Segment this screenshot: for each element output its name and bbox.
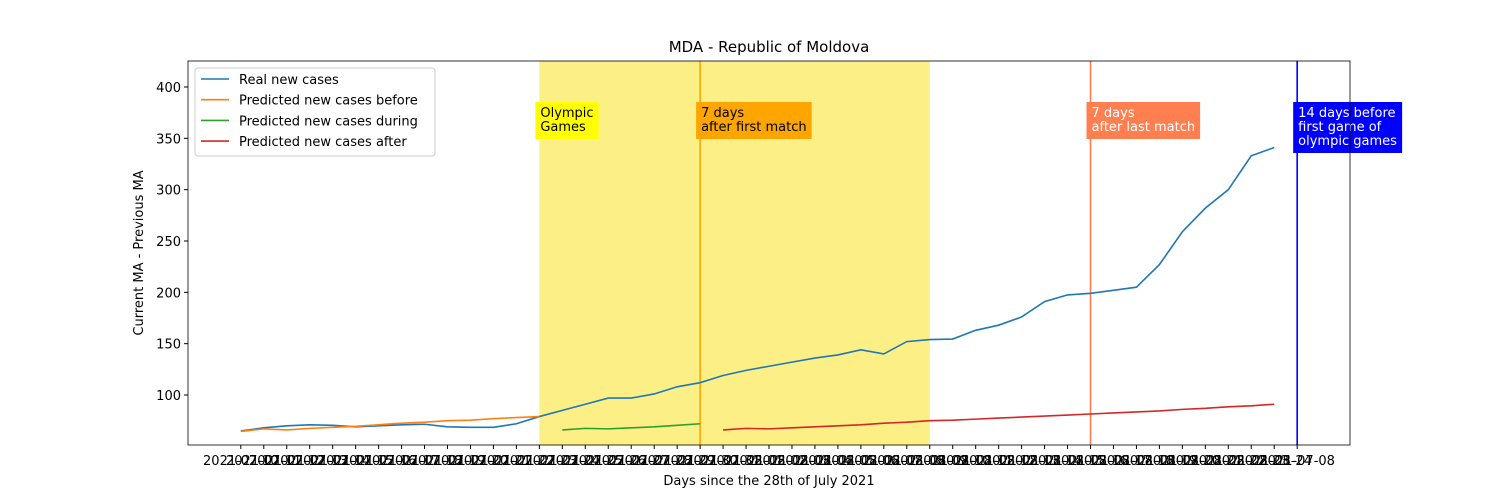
x-tick-label: 2021-08-18 — [1099, 454, 1175, 469]
chart-title: MDA - Republic of Moldova — [669, 38, 870, 56]
x-tick-label: 2021-08-15 — [1030, 454, 1106, 469]
x-tick-label: 2021-07-31 — [685, 454, 761, 469]
x-tick-label: 2021-07-26 — [570, 454, 646, 469]
annotation-line: after last match — [1092, 120, 1196, 135]
y-tick-label: 150 — [156, 338, 181, 353]
x-tick-label: 2021-07-15 — [318, 454, 394, 469]
annotation-line: 7 days — [701, 106, 744, 121]
x-tick-label: 2021-07-16 — [341, 454, 417, 469]
x-tick-label: 2021-08-08 — [869, 454, 945, 469]
annotation: 7 days after first match — [696, 102, 812, 139]
annotation-box — [1086, 102, 1201, 139]
x-tick-label: 2021-07-22 — [479, 454, 555, 469]
x-tick-label: 2021-07-12 — [249, 454, 325, 469]
y-axis-label: Current MA - Previous MA — [132, 170, 147, 335]
x-tick-label: 2021-08-16 — [1053, 454, 1129, 469]
x-tick-label: 2021-08-13 — [984, 454, 1060, 469]
annotation-line: after first match — [701, 120, 807, 135]
y-tick-label: 400 — [156, 81, 181, 96]
x-tick-label: 2021-07-10 — [203, 454, 279, 469]
x-tick-label: 2021-07-29 — [639, 454, 715, 469]
x-tick-label: 2021-07-18 — [387, 454, 463, 469]
legend-label: Predicted new cases during — [239, 114, 418, 129]
legend-label: Predicted new cases after — [239, 135, 407, 150]
x-tick-label: 2021-07-08 — [1259, 454, 1335, 469]
x-tick-label: 2021-08-05 — [800, 454, 876, 469]
annotation-box — [696, 102, 812, 139]
y-tick-label: 250 — [156, 235, 181, 250]
x-tick-label: 2021-08-06 — [823, 454, 899, 469]
annotation: 7 days after last match — [1086, 102, 1201, 139]
x-tick-label: 2021-08-03 — [754, 454, 830, 469]
x-axis-label: Days since the 28th of July 2021 — [663, 474, 874, 489]
x-tick-label: 2021-07-20 — [433, 454, 509, 469]
x-tick-label: 2021-07-23 — [502, 454, 578, 469]
x-tick-label: 2021-07-25 — [548, 454, 624, 469]
x-tick-label: 2021-08-20 — [1145, 454, 1221, 469]
x-tick-label: 2021-08-23 — [1213, 454, 1289, 469]
x-tick-label: 2021-08-10 — [915, 454, 991, 469]
y-tick-label: 300 — [156, 184, 181, 199]
x-tick-label: 2021-08-17 — [1076, 454, 1152, 469]
annotation-line: Olympic — [540, 106, 593, 121]
series-line — [723, 403, 1275, 431]
x-tick-label: 2021-07-14 — [295, 454, 371, 469]
legend-box — [194, 67, 436, 157]
x-tick-label: 2021-08-12 — [961, 454, 1037, 469]
annotation: Olympic Games — [535, 102, 599, 139]
annotation-text: 7 days after first match — [701, 106, 807, 135]
y-tick-label: 200 — [156, 286, 181, 301]
annotation-text: 7 days after last match — [1092, 106, 1196, 135]
x-tick-label: 2021-08-04 — [777, 454, 853, 469]
annotation: 14 days before first game of olympic games — [1293, 102, 1403, 153]
x-tick-label: 2021-07-24 — [525, 454, 601, 469]
x-tick-label: 2021-07-19 — [410, 454, 486, 469]
x-tick-label: 2021-07-28 — [616, 454, 692, 469]
annotation-line: 14 days before — [1298, 106, 1395, 121]
y-tick-label: 350 — [156, 132, 181, 147]
x-tick-label: 2021-08-01 — [708, 454, 784, 469]
series-line — [562, 422, 701, 431]
series-line — [240, 146, 1275, 432]
annotation-line: first game of — [1298, 120, 1382, 135]
annotation-line: Games — [540, 120, 586, 135]
x-tick-label: 2021-07-13 — [272, 454, 348, 469]
x-tick-label: 2021-08-14 — [1007, 454, 1083, 469]
x-tick-label: 2021-07-17 — [364, 454, 440, 469]
annotation-line: 7 days — [1092, 106, 1135, 121]
annotation-box — [1293, 102, 1403, 153]
x-tick-label: 2021-08-21 — [1168, 454, 1244, 469]
x-tick-label: 2021-07-11 — [226, 454, 302, 469]
annotation-text: 14 days before first game of olympic games — [1298, 106, 1397, 149]
x-tick-label: 2021-08-22 — [1191, 454, 1267, 469]
x-tick-label: 2021-07-21 — [456, 454, 532, 469]
x-tick-label: 2021-08-09 — [892, 454, 968, 469]
x-tick-label: 2021-08-11 — [938, 454, 1014, 469]
x-tick-label: 2021-07-30 — [662, 454, 738, 469]
annotation-text: Olympic Games — [540, 106, 593, 135]
legend-label: Predicted new cases before — [239, 94, 418, 109]
x-tick-label: 2021-08-24 — [1236, 454, 1312, 469]
x-tick-label: 2021-07-27 — [593, 454, 669, 469]
x-tick-label: 2021-08-02 — [731, 454, 807, 469]
x-tick-label: 2021-08-07 — [846, 454, 922, 469]
annotation-box — [535, 102, 599, 139]
annotation-line: olympic games — [1298, 134, 1397, 149]
x-tick-label: 2021-08-19 — [1122, 454, 1198, 469]
y-tick-label: 100 — [156, 389, 181, 404]
series-line — [240, 415, 540, 433]
legend-label: Real new cases — [239, 73, 339, 88]
